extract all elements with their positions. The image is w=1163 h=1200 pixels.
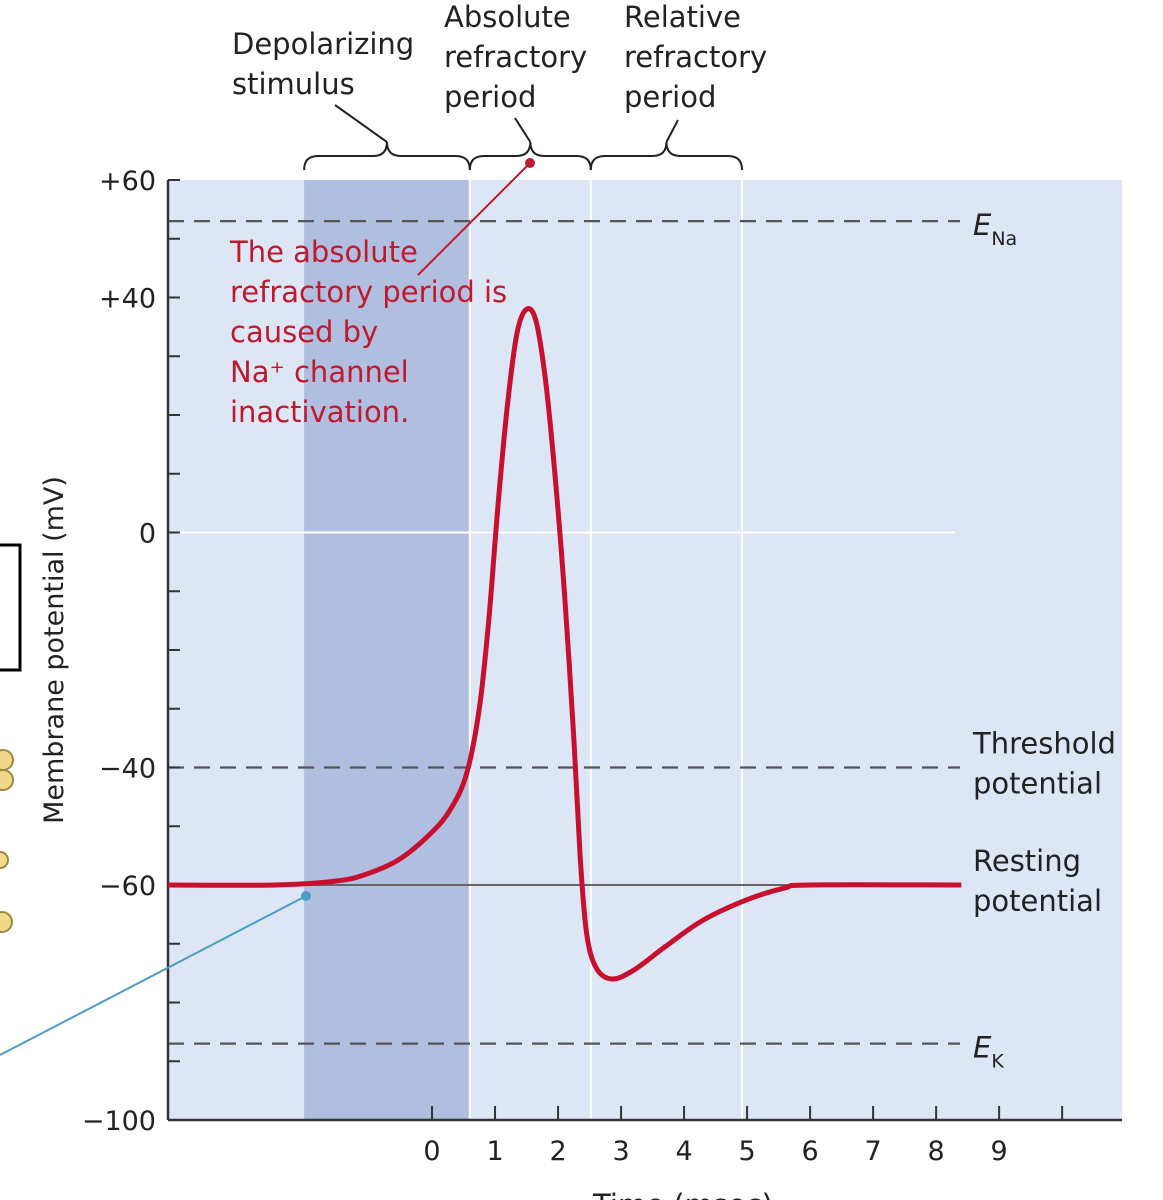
brace-leader xyxy=(665,119,679,143)
region-label: refractory xyxy=(444,40,587,74)
x-tick-label: 7 xyxy=(865,1136,882,1167)
x-tick-label: 4 xyxy=(675,1136,692,1167)
y-axis-label: Membrane potential (mV) xyxy=(39,476,70,824)
y-tick-label: −100 xyxy=(82,1106,156,1137)
stimulus-dot xyxy=(301,891,311,901)
y-tick-label: −40 xyxy=(99,754,156,785)
region-label: refractory xyxy=(624,40,767,74)
reference-label: ENa xyxy=(973,208,1017,250)
x-tick-label: 9 xyxy=(991,1136,1008,1167)
x-tick-label: 8 xyxy=(928,1136,945,1167)
partial-box xyxy=(0,543,22,672)
annotation-text: caused by xyxy=(230,315,378,349)
stimulus-brace xyxy=(303,141,471,171)
x-tick-label: 3 xyxy=(612,1136,629,1167)
region-label: stimulus xyxy=(232,67,355,101)
brace-leader xyxy=(514,117,532,143)
reference-label: potential xyxy=(973,884,1102,918)
x-tick-label: 0 xyxy=(423,1136,440,1167)
reference-label: Threshold xyxy=(972,727,1116,761)
y-tick-label: +40 xyxy=(99,284,156,315)
brace-leader xyxy=(334,104,388,143)
annotation-text: Na⁺ channel xyxy=(230,355,409,389)
annotation-text: refractory period is xyxy=(230,275,507,309)
y-tick-label: 0 xyxy=(139,519,156,550)
x-tick-label: 2 xyxy=(549,1136,566,1167)
annotation-text: inactivation. xyxy=(230,395,409,429)
x-axis-label: Time (msec) xyxy=(592,1188,773,1200)
partial-cell-icons xyxy=(0,749,14,933)
action-potential-line xyxy=(167,306,962,982)
region-label: Depolarizing xyxy=(232,27,414,61)
annotation-pointer xyxy=(417,162,531,276)
annotation-text: The absolute xyxy=(229,235,418,269)
stimulus-region xyxy=(304,180,470,1120)
region-label: Relative xyxy=(624,0,741,34)
region-label: period xyxy=(444,80,536,114)
y-tick-label: +60 xyxy=(99,166,156,197)
region-label: Absolute xyxy=(444,0,571,34)
reference-label: EK xyxy=(973,1031,1004,1073)
relative-refractory-brace xyxy=(589,141,744,171)
reference-label: Resting xyxy=(973,844,1081,878)
region-label: period xyxy=(624,80,716,114)
x-tick-label: 6 xyxy=(801,1136,818,1167)
annotation-dot xyxy=(525,158,535,168)
reference-label: potential xyxy=(973,767,1102,801)
y-tick-label: −60 xyxy=(99,871,156,902)
x-tick-label: 1 xyxy=(486,1136,503,1167)
stimulus-pointer xyxy=(0,895,307,1056)
x-tick-label: 5 xyxy=(738,1136,755,1167)
